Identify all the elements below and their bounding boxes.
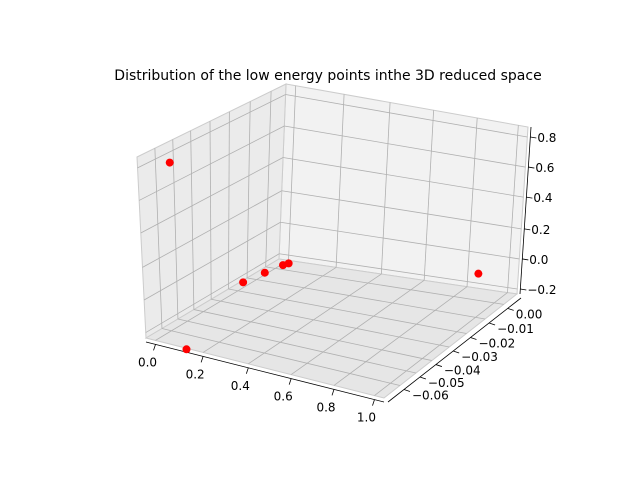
data-point [239, 278, 248, 287]
z-grid-left-3 [140, 157, 284, 234]
x-grid-back-4 [466, 117, 478, 287]
x-axis-ticks: 0.0 0.2 0.4 0.6 0.8 1.0 [138, 344, 376, 425]
z-tick-label: 0.6 [535, 161, 554, 175]
z-tick-label: 0.8 [537, 131, 556, 145]
z-grid-back-4 [284, 125, 526, 168]
x-grid-back-3 [423, 110, 435, 281]
y-tick-label: 0.00 [516, 307, 543, 321]
y-axis-line [387, 297, 522, 403]
y-tick-mark [488, 322, 496, 326]
z-grid-left-2 [142, 190, 282, 268]
x-grid-floor-1 [202, 267, 337, 353]
x-tick-label: 1.0 [357, 411, 376, 425]
y-grid-floor-1 [247, 277, 486, 320]
y-grid-left-6 [154, 148, 163, 329]
z-grid-left-5 [137, 94, 286, 169]
x-grid-back-2 [380, 102, 391, 275]
y-grid-floor-5 [177, 318, 417, 374]
z-axis-line [519, 126, 532, 295]
data-point [474, 269, 483, 278]
grid-lines [137, 85, 528, 396]
z-grid-back-5 [285, 94, 528, 138]
z-tick-label: 0.4 [533, 191, 552, 205]
y-grid-floor-4 [193, 309, 432, 361]
y-tick-mark [419, 376, 427, 380]
z-grid-back-1 [280, 221, 520, 260]
y-grid-floor-0 [265, 266, 504, 305]
z-grid-back-3 [282, 157, 524, 198]
y-tick-mark [507, 308, 514, 311]
y-tick-label: −0.05 [428, 376, 465, 390]
x-grid-floor-3 [290, 280, 425, 375]
z-tick-label: 0.0 [529, 253, 548, 267]
y-grid-floor-2 [228, 288, 467, 334]
y-grid-left-0 [265, 91, 272, 267]
x-tick-label: 0.8 [316, 400, 335, 414]
z-grid-left-1 [143, 221, 281, 301]
y-grid-left-2 [228, 111, 230, 290]
z-grid-back-0 [279, 253, 518, 290]
x-tick-mark [331, 389, 335, 396]
z-tick-mark [524, 228, 531, 231]
y-tick-mark [403, 389, 411, 392]
y-tick-label: −0.06 [412, 389, 449, 403]
x-tick-mark [372, 399, 375, 406]
y-grid-floor-6 [161, 328, 401, 386]
y-grid-left-4 [190, 130, 195, 310]
z-axis-ticks: −0.2 0.0 0.2 0.4 0.6 0.8 [520, 131, 556, 297]
z-grid-left-4 [138, 125, 285, 201]
x-grid-floor-2 [248, 273, 382, 365]
x-tick-label: 0.0 [138, 355, 157, 369]
y-tick-label: −0.01 [497, 322, 534, 336]
y-tick-mark [470, 337, 477, 340]
x-tick-mark [200, 356, 204, 363]
y-axis-ticks: 0.00−0.01−0.02−0.03−0.04−0.05−0.06 [403, 307, 543, 403]
z-tick-mark [530, 136, 537, 139]
y-grid-floor-3 [211, 298, 450, 348]
data-points [165, 158, 483, 354]
z-tick-mark [522, 258, 529, 261]
data-point [182, 345, 191, 354]
y-grid-left-3 [209, 121, 212, 300]
z-tick-label: 0.2 [531, 223, 550, 237]
floor-pane [144, 258, 519, 399]
z-grid-back-2 [281, 190, 522, 230]
x-grid-back-0 [288, 85, 297, 261]
x-grid-back-1 [335, 94, 345, 268]
x-grid-floor-5 [374, 292, 508, 396]
z-grid-left-0 [145, 253, 280, 333]
y-grid-left-1 [246, 101, 251, 278]
y-grid-left-5 [172, 139, 179, 320]
x-tick-label: 0.4 [231, 379, 250, 393]
x-tick-mark [153, 344, 156, 351]
y-tick-label: −0.02 [478, 337, 515, 351]
x-grid-back-5 [507, 125, 519, 293]
x-tick-label: 0.2 [186, 367, 205, 381]
data-point [165, 158, 174, 167]
x-tick-mark [288, 378, 292, 385]
y-tick-mark [435, 364, 443, 367]
x-tick-label: 0.6 [274, 390, 293, 404]
z-tick-label: −0.2 [527, 283, 556, 297]
y-tick-label: −0.04 [444, 364, 481, 378]
x-tick-mark [245, 367, 249, 374]
z-tick-mark [520, 288, 527, 291]
z-tick-mark [526, 196, 533, 199]
chart-title: Distribution of the low energy points in… [114, 68, 541, 84]
data-point [284, 259, 293, 268]
data-point [260, 268, 269, 277]
x-grid-floor-4 [333, 286, 468, 386]
y-tick-mark [453, 350, 460, 354]
z-tick-mark [528, 166, 535, 169]
y-tick-label: −0.03 [461, 350, 498, 364]
